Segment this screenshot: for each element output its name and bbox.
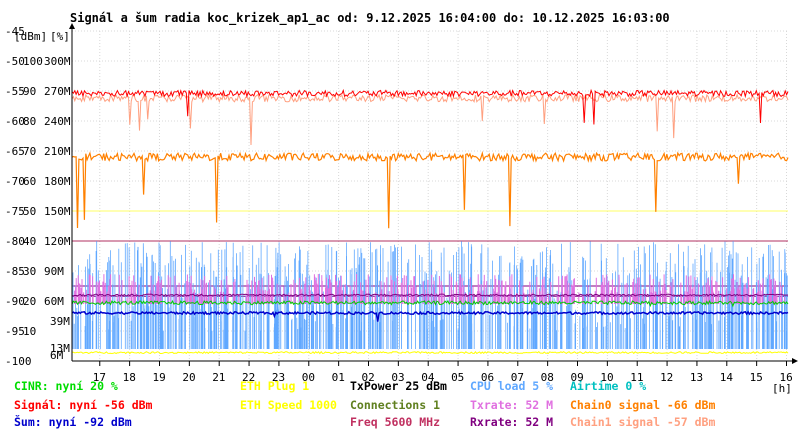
x-tick-label: 07 bbox=[511, 371, 524, 384]
percent-tick-label: 60 bbox=[23, 175, 36, 188]
x-tick-label: 20 bbox=[182, 371, 195, 384]
percent-tick-label: 90 bbox=[23, 85, 36, 98]
dbm-unit-label: [dBm] bbox=[14, 30, 47, 43]
rate-tick-label: 240M bbox=[44, 115, 71, 128]
legend-item: CPU load 5 % bbox=[470, 379, 553, 393]
dbm-tick-label: -75 bbox=[5, 205, 25, 218]
x-tick-label: 03 bbox=[391, 371, 404, 384]
dbm-tick-label: -85 bbox=[5, 265, 25, 278]
percent-tick-label: 10 bbox=[23, 325, 36, 338]
x-tick-label: 02 bbox=[361, 371, 374, 384]
x-tick-label: 10 bbox=[600, 371, 613, 384]
rate-tick-label: 180M bbox=[44, 175, 71, 188]
legend-item: Connections 1 bbox=[350, 398, 440, 412]
x-tick-label: 16 bbox=[780, 371, 793, 384]
dbm-tick-label: -90 bbox=[5, 295, 25, 308]
dbm-tick-label: -65 bbox=[5, 145, 25, 158]
x-tick-label: 11 bbox=[630, 371, 643, 384]
percent-tick-label: 80 bbox=[23, 115, 36, 128]
legend-item: Signál: nyní -56 dBm bbox=[14, 398, 153, 412]
percent-unit-label: [%] bbox=[50, 30, 70, 43]
percent-tick-label: 20 bbox=[23, 295, 36, 308]
cpu-load-spikes bbox=[72, 241, 788, 349]
rate-tick-label: 270M bbox=[44, 85, 71, 98]
x-tick-label: 23 bbox=[272, 371, 285, 384]
dbm-tick-label: -60 bbox=[5, 115, 25, 128]
x-tick-label: 04 bbox=[421, 371, 435, 384]
legend-item: Chain0 signal -66 dBm bbox=[570, 398, 715, 412]
series-layer bbox=[71, 88, 789, 355]
chart-title: Signál a šum radia koc_krizek_ap1_ac od:… bbox=[70, 11, 670, 26]
dbm-tick-label: -55 bbox=[5, 85, 25, 98]
cinr-line bbox=[71, 299, 789, 308]
rate-tick-label: 210M bbox=[44, 145, 71, 158]
x-tick-label: 01 bbox=[332, 371, 345, 384]
legend-item: Chain1 signal -57 dBm bbox=[570, 415, 715, 429]
dbm-tick-label: -70 bbox=[5, 175, 25, 188]
legend-item: ETH Speed 1000 bbox=[240, 398, 337, 412]
percent-tick-label: 70 bbox=[23, 145, 36, 158]
signal-line bbox=[71, 88, 789, 125]
x-tick-label: 08 bbox=[541, 371, 554, 384]
x-tick-label: 17 bbox=[93, 371, 106, 384]
dbm-tick-label: -95 bbox=[5, 325, 25, 338]
legend-item: ETH Plug 1 bbox=[240, 379, 309, 393]
percent-tick-label: 50 bbox=[23, 205, 36, 218]
rate-tick-label: 39M bbox=[50, 315, 70, 328]
eth-speed-line bbox=[71, 350, 789, 355]
legend-item: Šum: nyní -92 dBm bbox=[14, 414, 132, 429]
rate-tick-label: 6M bbox=[50, 349, 64, 362]
legend-item: Txrate: 52 M bbox=[470, 398, 553, 412]
x-tick-label: 18 bbox=[123, 371, 136, 384]
axes bbox=[69, 23, 798, 364]
x-tick-label: 22 bbox=[242, 371, 255, 384]
chain1-signal-line bbox=[71, 92, 789, 146]
hour-unit-label: [h] bbox=[772, 382, 792, 395]
x-tick-label: 06 bbox=[481, 371, 494, 384]
rate-tick-label: 13M bbox=[50, 342, 70, 355]
legend: CINR: nyní 20 % Signál: nyní -56 dBm Šum: … bbox=[14, 379, 715, 429]
percent-tick-label: 100 bbox=[23, 55, 43, 68]
x-tick-label: 15 bbox=[750, 371, 763, 384]
x-tick-label: 12 bbox=[660, 371, 673, 384]
noise-line bbox=[71, 310, 789, 322]
x-tick-label: 14 bbox=[720, 371, 734, 384]
x-tick-label: 21 bbox=[212, 371, 225, 384]
dbm-tick-label: -45 bbox=[5, 25, 25, 38]
rate-tick-label: 300M bbox=[44, 55, 71, 68]
rate-tick-label: 150M bbox=[44, 205, 71, 218]
dbm-tick-label: -100 bbox=[5, 355, 32, 368]
x-tick-label: 00 bbox=[302, 371, 315, 384]
x-axis-arrow bbox=[792, 358, 798, 364]
rate-tick-label: 60M bbox=[44, 295, 64, 308]
y-axis-arrow bbox=[69, 23, 75, 29]
rxrate-line bbox=[72, 293, 789, 297]
percent-tick-label: 40 bbox=[23, 235, 36, 248]
x-tick-label: 19 bbox=[152, 371, 165, 384]
x-tick-label: 09 bbox=[570, 371, 583, 384]
dbm-tick-label: -50 bbox=[5, 55, 25, 68]
x-tick-label: 13 bbox=[690, 371, 703, 384]
legend-item: TxPower 25 dBm bbox=[350, 379, 447, 393]
x-tick-label: 05 bbox=[451, 371, 464, 384]
legend-item: Freq 5600 MHz bbox=[350, 415, 440, 429]
rate-tick-label: 90M bbox=[44, 265, 64, 278]
legend-item: CINR: nyní 20 % bbox=[14, 379, 118, 393]
legend-item: Airtime 0 % bbox=[570, 379, 646, 393]
legend-item: Rxrate: 52 M bbox=[470, 415, 553, 429]
dbm-tick-label: -80 bbox=[5, 235, 25, 248]
chain0-signal-line bbox=[71, 150, 789, 229]
rate-tick-label: 120M bbox=[44, 235, 71, 248]
percent-tick-label: 30 bbox=[23, 265, 36, 278]
